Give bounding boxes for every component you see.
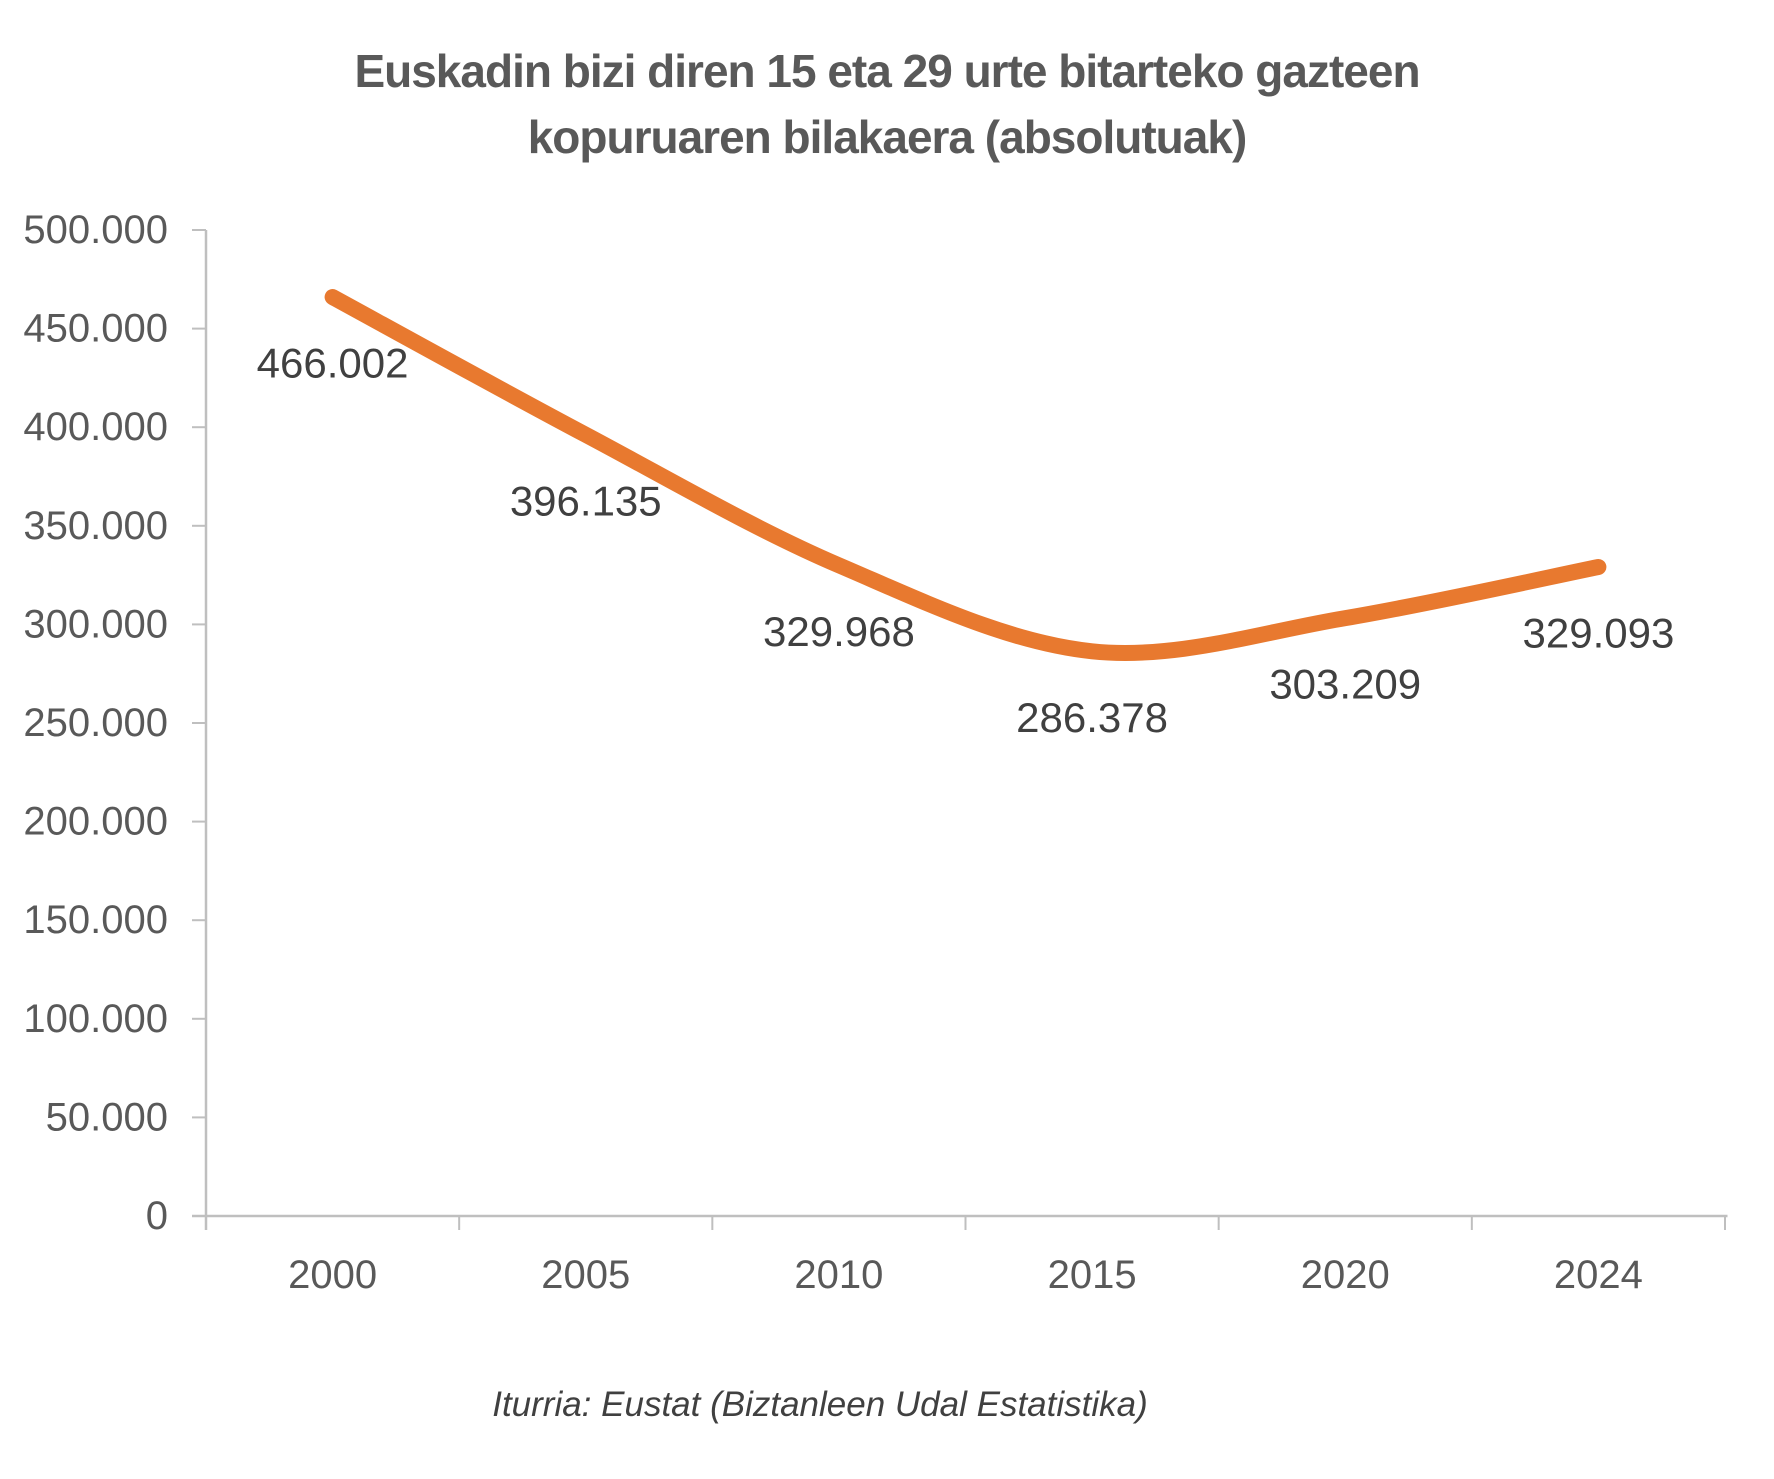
data-point-label: 466.002	[257, 340, 409, 387]
y-axis-tick-label: 200.000	[23, 800, 168, 844]
y-axis-tick-label: 500.000	[23, 208, 168, 252]
y-axis-tick-label: 300.000	[23, 602, 168, 646]
data-point-label: 396.135	[510, 477, 662, 524]
x-axis-tick-label: 2015	[1048, 1253, 1137, 1297]
y-axis-tick-label: 450.000	[23, 307, 168, 351]
data-point-label: 286.378	[1016, 694, 1168, 741]
x-axis-tick-label: 2000	[288, 1253, 377, 1297]
x-axis-tick-label: 2010	[794, 1253, 883, 1297]
x-axis-tick-label: 2024	[1554, 1253, 1643, 1297]
data-point-label: 329.093	[1523, 610, 1675, 657]
chart-title-line-2: kopuruaren bilakaera (absolutuak)	[527, 111, 1248, 163]
data-point-label: 329.968	[763, 608, 915, 655]
x-axis-tick-label: 2020	[1301, 1253, 1390, 1297]
chart-title-line-1: Euskadin bizi diren 15 eta 29 urte bitar…	[354, 45, 1420, 97]
y-axis-tick-label: 250.000	[23, 701, 168, 745]
y-axis-tick-label: 0	[146, 1194, 168, 1238]
y-axis-tick-label: 400.000	[23, 405, 168, 449]
chart-title: Euskadin bizi diren 15 eta 29 urte bitar…	[0, 38, 1774, 170]
source-note: Iturria: Eustat (Biztanleen Udal Estatis…	[492, 1385, 1148, 1424]
y-axis-tick-label: 350.000	[23, 504, 168, 548]
data-point-label: 303.209	[1269, 661, 1421, 708]
x-axis-tick-label: 2005	[541, 1253, 630, 1297]
y-axis-tick-label: 50.000	[46, 1095, 168, 1139]
data-series-line	[324, 289, 1607, 661]
y-axis-tick-label: 100.000	[23, 997, 168, 1041]
y-axis-tick-label: 150.000	[23, 898, 168, 942]
